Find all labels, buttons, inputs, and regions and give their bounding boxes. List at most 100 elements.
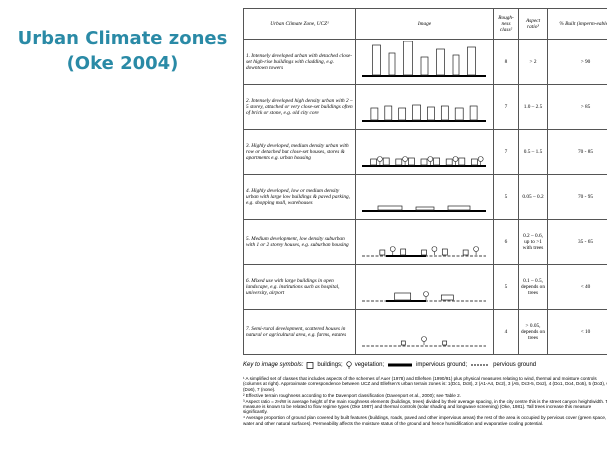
table-row: 6. Mixed use with large buildings in ope…	[244, 265, 607, 310]
value-cell: 70 - 95	[548, 175, 607, 220]
image-cell	[356, 85, 494, 130]
table-row: 4. Highly developed, low or medium densi…	[244, 175, 607, 220]
building	[441, 295, 453, 300]
building	[416, 207, 434, 210]
value-cell: 7	[494, 130, 519, 175]
zone-description: 7. Semi-rural development, scattered hou…	[244, 310, 356, 355]
building	[443, 341, 447, 345]
tree	[390, 246, 395, 251]
value-cell: 6	[494, 220, 519, 265]
value-cell: 4	[494, 310, 519, 355]
building	[437, 49, 445, 75]
building	[389, 53, 395, 75]
value-cell: 5	[494, 175, 519, 220]
tree	[432, 246, 437, 251]
zone-silhouette	[356, 176, 492, 216]
value-cell: 0.2 – 0.6, up to >1 with trees	[519, 220, 548, 265]
building	[383, 158, 389, 165]
table-row: 5. Medium development, low density subur…	[244, 220, 607, 265]
slide: Urban Climate zones (Oke 2004) Urban Cli…	[0, 0, 607, 459]
zone-silhouette	[356, 131, 492, 171]
building	[395, 293, 411, 300]
tree	[474, 246, 479, 251]
building	[459, 158, 465, 165]
building	[371, 159, 377, 165]
building	[421, 159, 427, 165]
tree-icon	[346, 361, 352, 369]
building	[453, 55, 459, 75]
building	[399, 108, 406, 120]
header-cell: Image	[356, 9, 494, 40]
value-cell: 5	[494, 265, 519, 310]
zone-silhouette	[356, 221, 492, 261]
key-item: impervious ground;	[416, 362, 467, 368]
value-cell: > 0.05, depends on trees	[519, 310, 548, 355]
pervious-icon	[470, 363, 490, 367]
key-item: buildings;	[317, 362, 342, 368]
key-item: vegetation;	[355, 362, 384, 368]
header-cell: % Built (imperm-eable)⁴	[548, 9, 607, 40]
image-cell	[356, 40, 494, 85]
image-cell	[356, 220, 494, 265]
image-cell	[356, 265, 494, 310]
building	[446, 159, 452, 165]
header-cell: Rough-ness class²	[494, 9, 519, 40]
building	[378, 206, 402, 210]
footnotes: ¹ A simplified set of classes that inclu…	[243, 376, 607, 426]
footnote: ³ Aspect ratio = zH/W is average height …	[243, 399, 607, 415]
value-cell: > 2	[519, 40, 548, 85]
building	[470, 106, 477, 120]
table-row: 2. Intensely developed high density urba…	[244, 85, 607, 130]
building	[373, 45, 381, 75]
building	[396, 159, 402, 165]
key-item: pervious ground	[493, 362, 536, 368]
building	[442, 249, 447, 255]
building	[371, 108, 378, 120]
zone-silhouette	[356, 41, 492, 81]
building	[441, 106, 448, 120]
zone-description: 4. Highly developed, low or medium densi…	[244, 175, 356, 220]
building	[380, 250, 385, 255]
value-cell: 0.1 – 0.5, depends on trees	[519, 265, 548, 310]
value-cell: 7	[494, 85, 519, 130]
zone-description: 1. Intensely developed urban with detach…	[244, 40, 356, 85]
tree	[453, 156, 458, 161]
tree	[428, 156, 433, 161]
building	[401, 341, 405, 345]
building	[434, 158, 440, 165]
building	[455, 108, 463, 120]
building	[413, 105, 421, 120]
zone-silhouette	[356, 311, 492, 351]
zone-description: 3. Highly developed, medium density urba…	[244, 130, 356, 175]
value-cell: < 40	[548, 265, 607, 310]
zone-description: 5. Medium development, low density subur…	[244, 220, 356, 265]
zone-description: 2. Intensely developed high density urba…	[244, 85, 356, 130]
ground	[362, 120, 486, 122]
slide-title: Urban Climate zones (Oke 2004)	[10, 26, 235, 76]
image-cell	[356, 310, 494, 355]
footnote: ¹ A simplified set of classes that inclu…	[243, 376, 607, 392]
building	[401, 249, 406, 255]
value-cell: 0.5 – 1.5	[519, 130, 548, 175]
building	[385, 106, 392, 120]
building	[468, 47, 476, 75]
value-cell: 1.0 – 2.5	[519, 85, 548, 130]
value-cell: > 90	[548, 40, 607, 85]
value-cell: 8	[494, 40, 519, 85]
tree	[403, 156, 408, 161]
image-cell	[356, 130, 494, 175]
value-cell: 70 - 85	[548, 130, 607, 175]
key-label: Key to image symbols:	[243, 362, 303, 368]
building	[421, 57, 428, 75]
value-cell: 35 - 65	[548, 220, 607, 265]
symbol-key: Key to image symbols: buildings; vegetat…	[243, 361, 607, 369]
value-cell: > 85	[548, 85, 607, 130]
building	[448, 206, 470, 210]
building	[427, 107, 434, 120]
footnote: ⁴ Average proportion of ground plan cove…	[243, 415, 607, 426]
footnote: ² Effective terrain roughness according …	[243, 393, 607, 398]
zone-description: 6. Mixed use with large buildings in ope…	[244, 265, 356, 310]
